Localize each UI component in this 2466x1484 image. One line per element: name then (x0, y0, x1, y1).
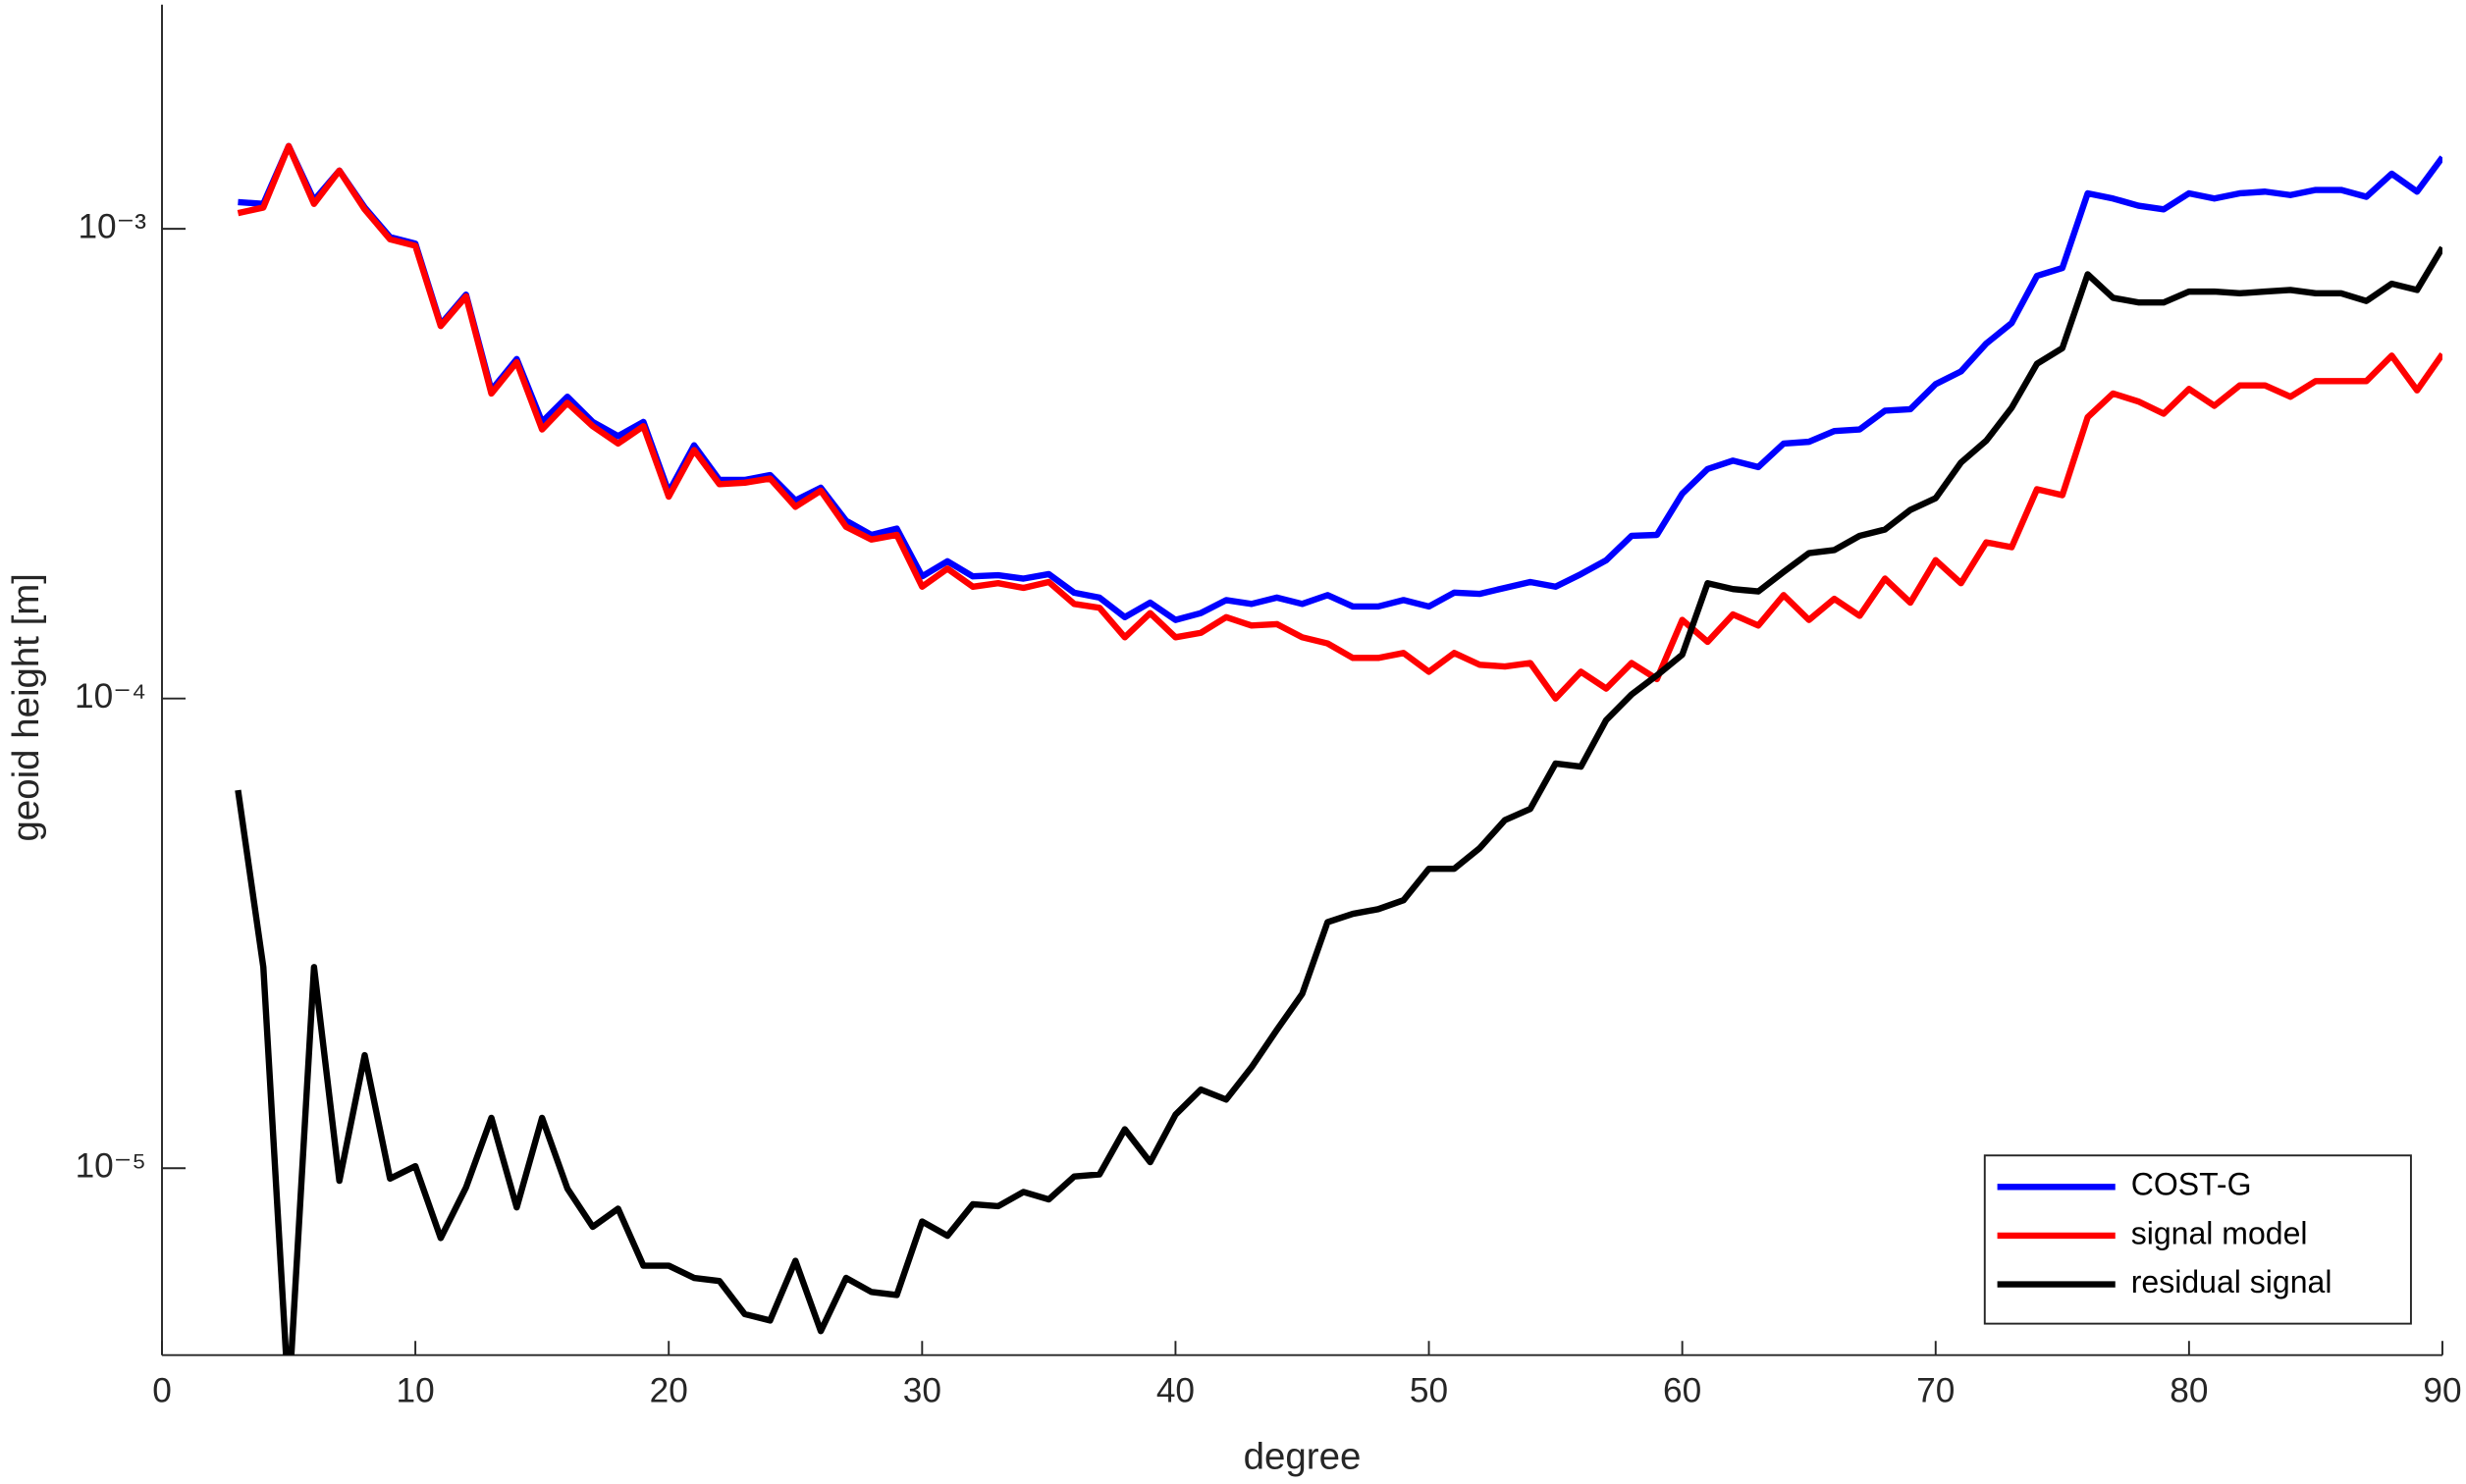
x-tick-label: 20 (650, 1371, 688, 1409)
legend-label: signal model (2131, 1215, 2308, 1250)
legend-label: COST-G (2131, 1167, 2252, 1202)
y-tick-label: 10⁻³ (78, 207, 146, 245)
y-axis-label: geoid height [m] (5, 573, 47, 841)
y-tick-label: 10⁻⁴ (75, 677, 146, 716)
x-tick-label: 50 (1410, 1371, 1448, 1409)
x-tick-label: 90 (2423, 1371, 2461, 1409)
x-tick-label: 40 (1156, 1371, 1195, 1409)
series-line (238, 142, 2442, 623)
plot-area (235, 142, 2442, 1355)
series-line (237, 142, 2442, 702)
legend-label: residual signal (2131, 1264, 2332, 1299)
x-axis-label: degree (1244, 1436, 1362, 1478)
x-tick-label: 10 (397, 1371, 435, 1409)
x-tick-label: 70 (1916, 1371, 1955, 1409)
y-tick-label: 10⁻⁵ (76, 1147, 146, 1186)
x-tick-label: 0 (152, 1371, 172, 1409)
x-tick-label: 60 (1663, 1371, 1701, 1409)
x-tick-label: 30 (903, 1371, 941, 1409)
legend-box (1983, 1154, 2412, 1325)
series-line (235, 245, 2442, 1355)
x-tick-label: 80 (2170, 1371, 2208, 1409)
